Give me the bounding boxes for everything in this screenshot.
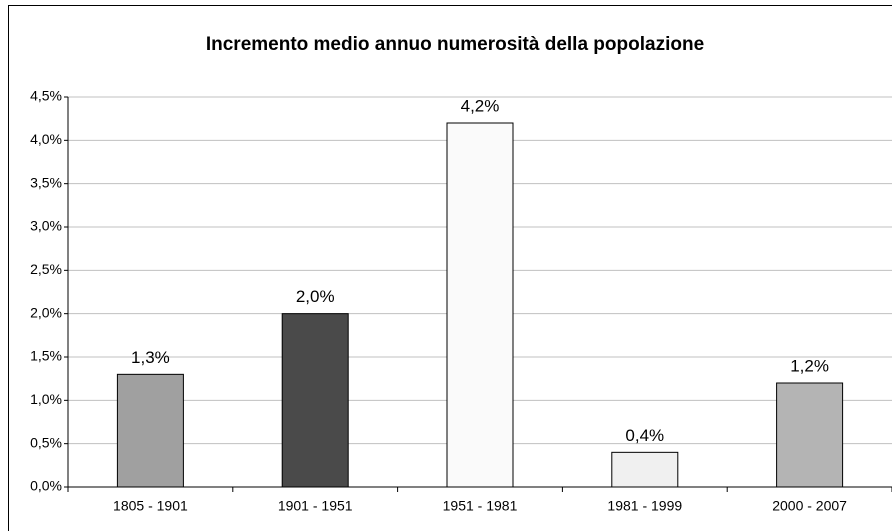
data-label: 1,3%	[131, 348, 170, 367]
y-tick-label: 4,0%	[30, 131, 62, 147]
y-tick-label: 0,0%	[30, 478, 62, 494]
x-tick-label: 1951 - 1981	[443, 498, 518, 514]
bar	[281, 313, 349, 488]
y-tick-label: 3,0%	[30, 218, 62, 234]
data-label: 0,4%	[625, 426, 664, 445]
x-tick-label: 2000 - 2007	[772, 498, 847, 514]
y-tick-label: 0,5%	[30, 434, 62, 450]
bar	[611, 451, 679, 488]
y-tick-label: 2,0%	[30, 304, 62, 320]
chart-title: Incremento medio annuo numerosità della …	[206, 34, 704, 55]
x-tick-label: 1901 - 1951	[278, 498, 353, 514]
y-tick-label: 4,5%	[30, 88, 62, 104]
x-tick-label: 1981 - 1999	[607, 498, 682, 514]
data-label: 2,0%	[296, 287, 335, 306]
x-tick-label: 1805 - 1901	[113, 498, 188, 514]
data-label: 4,2%	[461, 96, 500, 115]
y-tick-label: 1,0%	[30, 391, 62, 407]
y-tick-label: 2,5%	[30, 261, 62, 277]
bar	[776, 382, 844, 488]
y-tick-label: 1,5%	[30, 348, 62, 364]
y-tick-label: 3,5%	[30, 174, 62, 190]
bar	[446, 122, 514, 488]
bar	[116, 373, 184, 488]
data-label: 1,2%	[790, 356, 829, 375]
